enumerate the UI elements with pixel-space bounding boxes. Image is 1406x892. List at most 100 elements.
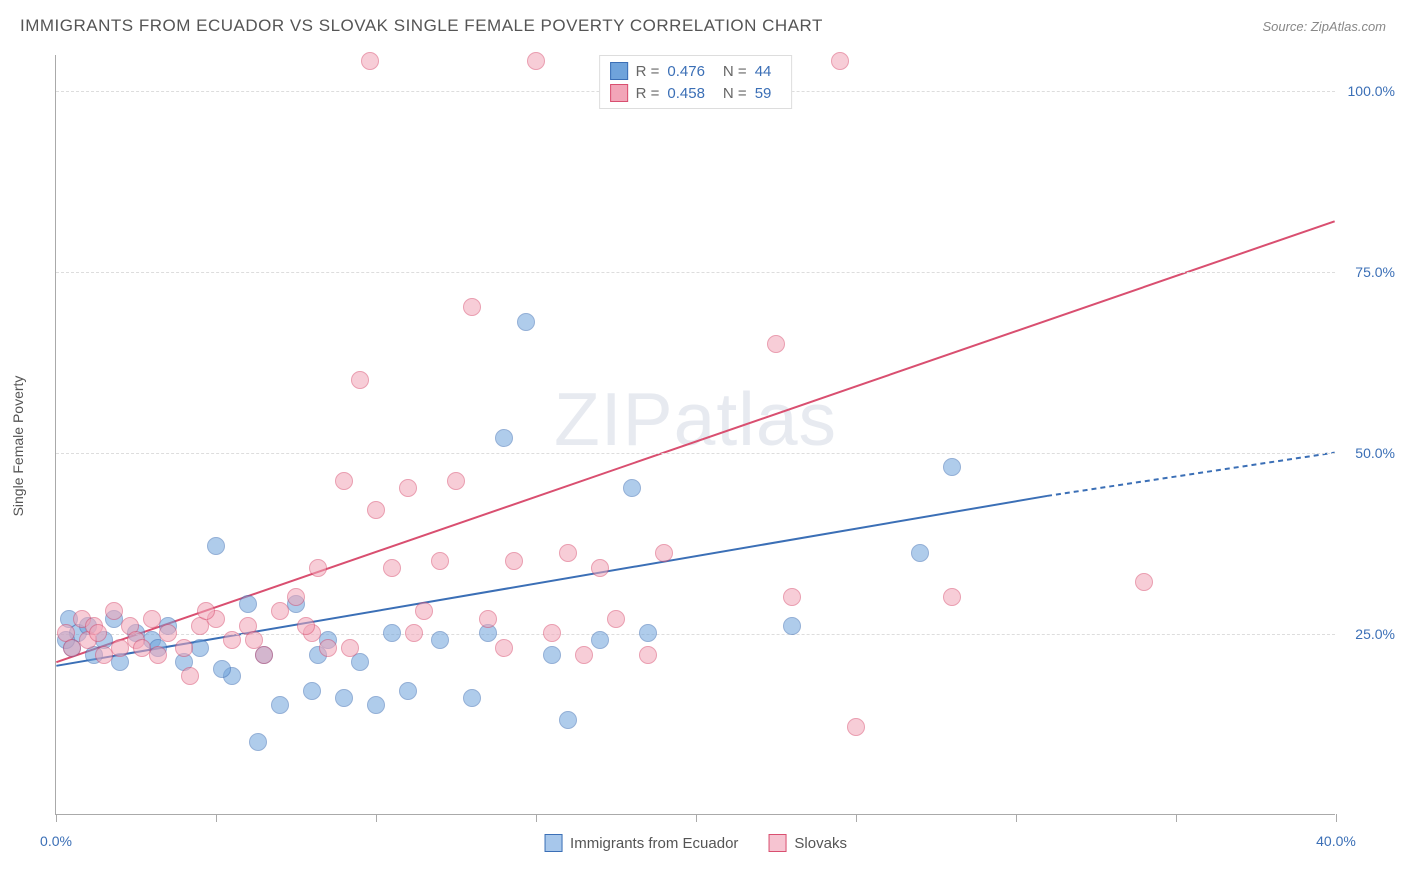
data-point (505, 552, 523, 570)
legend-item: Slovaks (768, 834, 847, 852)
data-point (639, 646, 657, 664)
legend-item: Immigrants from Ecuador (544, 834, 738, 852)
data-point (639, 624, 657, 642)
grid-line (56, 272, 1335, 273)
data-point (517, 313, 535, 331)
x-tick (536, 814, 537, 822)
data-point (223, 631, 241, 649)
n-label: N = (723, 85, 747, 102)
x-tick (856, 814, 857, 822)
data-point (383, 559, 401, 577)
data-point (415, 602, 433, 620)
legend-row: R = 0.458 N = 59 (610, 82, 782, 104)
data-point (591, 631, 609, 649)
data-point (575, 646, 593, 664)
data-point (655, 544, 673, 562)
data-point (143, 610, 161, 628)
x-tick (216, 814, 217, 822)
data-point (943, 458, 961, 476)
chart-title: IMMIGRANTS FROM ECUADOR VS SLOVAK SINGLE… (20, 16, 823, 36)
data-point (447, 472, 465, 490)
y-tick-label: 25.0% (1355, 626, 1395, 642)
grid-line (56, 453, 1335, 454)
data-point (319, 639, 337, 657)
chart-container: IMMIGRANTS FROM ECUADOR VS SLOVAK SINGLE… (0, 0, 1406, 892)
data-point (543, 624, 561, 642)
data-point (591, 559, 609, 577)
data-point (383, 624, 401, 642)
swatch-icon (610, 62, 628, 80)
r-label: R = (636, 85, 660, 102)
data-point (271, 602, 289, 620)
watermark: ZIPatlas (554, 376, 837, 462)
legend-row: R = 0.476 N = 44 (610, 60, 782, 82)
r-label: R = (636, 63, 660, 80)
data-point (361, 52, 379, 70)
data-point (911, 544, 929, 562)
swatch-icon (544, 834, 562, 852)
trend-lines (56, 55, 1335, 814)
n-label: N = (723, 63, 747, 80)
data-point (351, 371, 369, 389)
swatch-icon (768, 834, 786, 852)
y-axis-title: Single Female Poverty (10, 376, 26, 517)
data-point (197, 602, 215, 620)
x-tick-label: 0.0% (40, 833, 72, 849)
y-tick-label: 75.0% (1355, 264, 1395, 280)
legend-label: Slovaks (794, 835, 847, 852)
data-point (89, 624, 107, 642)
data-point (133, 639, 151, 657)
data-point (249, 733, 267, 751)
x-tick (1176, 814, 1177, 822)
data-point (191, 639, 209, 657)
data-point (543, 646, 561, 664)
data-point (335, 472, 353, 490)
data-point (213, 660, 231, 678)
data-point (309, 559, 327, 577)
x-tick-label: 40.0% (1316, 833, 1356, 849)
data-point (527, 52, 545, 70)
data-point (207, 537, 225, 555)
data-point (847, 718, 865, 736)
data-point (297, 617, 315, 635)
data-point (303, 682, 321, 700)
data-point (623, 479, 641, 497)
data-point (181, 667, 199, 685)
x-tick (376, 814, 377, 822)
x-tick (1336, 814, 1337, 822)
x-tick (56, 814, 57, 822)
source-label: Source: ZipAtlas.com (1262, 19, 1386, 34)
y-tick-label: 100.0% (1348, 83, 1395, 99)
r-value: 0.458 (667, 85, 705, 102)
data-point (431, 552, 449, 570)
data-point (463, 298, 481, 316)
plot-area: ZIPatlas R = 0.476 N = 44 R = 0.458 N = … (55, 55, 1335, 815)
data-point (559, 544, 577, 562)
data-point (287, 588, 305, 606)
n-value: 44 (755, 63, 772, 80)
n-value: 59 (755, 85, 772, 102)
data-point (783, 588, 801, 606)
data-point (831, 52, 849, 70)
data-point (431, 631, 449, 649)
data-point (335, 689, 353, 707)
data-point (607, 610, 625, 628)
legend-bottom: Immigrants from Ecuador Slovaks (544, 834, 847, 852)
legend-correlation-box: R = 0.476 N = 44 R = 0.458 N = 59 (599, 55, 793, 109)
data-point (175, 639, 193, 657)
r-value: 0.476 (667, 63, 705, 80)
data-point (767, 335, 785, 353)
data-point (149, 646, 167, 664)
data-point (367, 696, 385, 714)
data-point (159, 624, 177, 642)
data-point (943, 588, 961, 606)
legend-label: Immigrants from Ecuador (570, 835, 738, 852)
data-point (495, 639, 513, 657)
y-tick-label: 50.0% (1355, 445, 1395, 461)
data-point (405, 624, 423, 642)
data-point (559, 711, 577, 729)
data-point (271, 696, 289, 714)
x-tick (1016, 814, 1017, 822)
data-point (239, 595, 257, 613)
data-point (341, 639, 359, 657)
